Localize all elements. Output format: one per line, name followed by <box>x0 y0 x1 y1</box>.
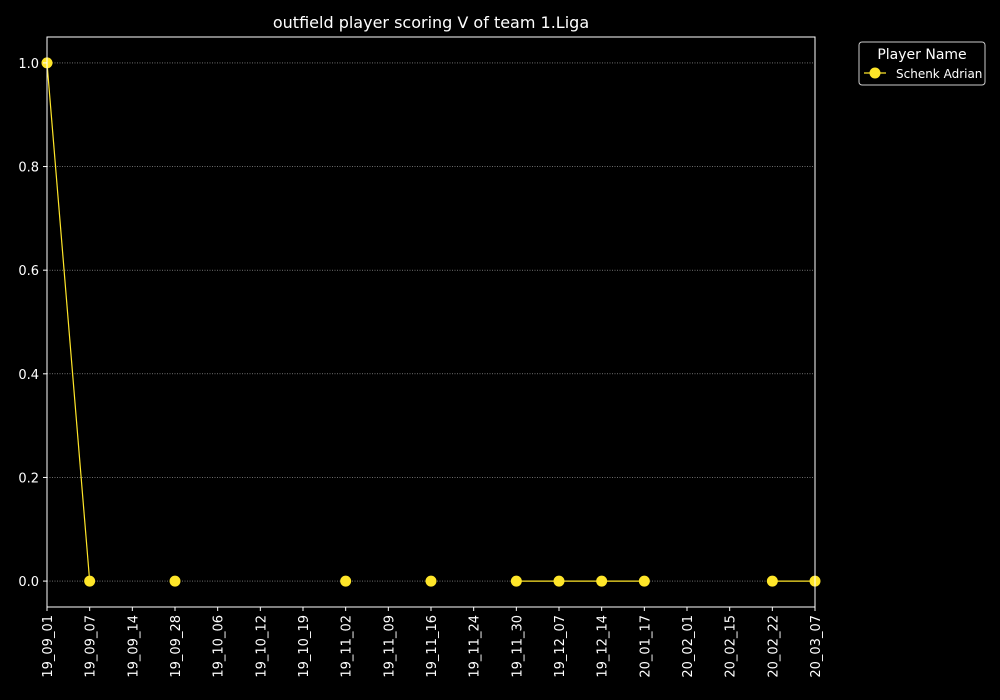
x-tick-label: 20_02_22 <box>766 615 781 678</box>
y-tick-label: 0.4 <box>18 368 39 383</box>
x-tick-label: 19_11_30 <box>510 615 525 678</box>
x-tick-label: 19_09_14 <box>126 615 141 678</box>
x-tick-label: 19_10_12 <box>254 615 269 678</box>
x-tick-label: 19_09_28 <box>169 615 184 678</box>
legend-title: Player Name <box>877 47 966 63</box>
x-tick-label: 19_11_09 <box>382 615 397 678</box>
x-tick-label: 20_02_15 <box>724 615 739 678</box>
data-point <box>638 575 650 587</box>
x-tick-label: 19_09_01 <box>41 615 56 678</box>
x-tick-label: 19_11_24 <box>468 615 483 678</box>
legend: Player Name Schenk Adrian <box>858 41 986 86</box>
x-tick-label: 19_12_07 <box>553 615 568 678</box>
series-points <box>41 57 821 587</box>
y-tick-label: 0.2 <box>18 471 39 486</box>
x-tick-label: 20_01_17 <box>638 615 653 678</box>
x-tick-label: 20_02_01 <box>681 615 696 678</box>
x-tick-label: 20_03_07 <box>809 615 824 678</box>
y-axis: 0.0 0.2 0.4 0.6 0.8 1.0 <box>18 57 47 590</box>
data-point <box>596 575 608 587</box>
x-tick-label: 19_10_19 <box>297 615 312 678</box>
grid-lines <box>47 62 815 582</box>
data-point <box>340 575 352 587</box>
series-line-segment <box>46 62 91 582</box>
y-tick-label: 0.8 <box>18 161 39 176</box>
y-tick-label: 0.0 <box>18 575 39 590</box>
legend-point-marker <box>869 67 881 79</box>
x-tick-label: 19_10_06 <box>212 615 227 678</box>
x-tick-label: 19_11_02 <box>340 615 355 678</box>
x-axis: 19_09_01 19_09_07 19_09_14 19_09_28 19_10_06… <box>41 607 824 678</box>
data-point <box>553 575 565 587</box>
data-point <box>510 575 522 587</box>
series-lines <box>46 62 815 582</box>
chart-title: outfield player scoring V of team 1.Liga <box>273 13 589 32</box>
legend-entry-label: Schenk Adrian <box>896 67 982 81</box>
y-tick-label: 0.6 <box>18 264 39 279</box>
data-point <box>169 575 181 587</box>
data-point <box>84 575 96 587</box>
legend-box <box>858 41 986 86</box>
data-point <box>425 575 437 587</box>
x-tick-label: 19_09_07 <box>84 615 99 678</box>
x-tick-label: 19_11_16 <box>425 615 440 678</box>
x-tick-label: 19_12_14 <box>596 615 611 678</box>
y-tick-label: 1.0 <box>18 57 39 72</box>
data-point <box>766 575 778 587</box>
